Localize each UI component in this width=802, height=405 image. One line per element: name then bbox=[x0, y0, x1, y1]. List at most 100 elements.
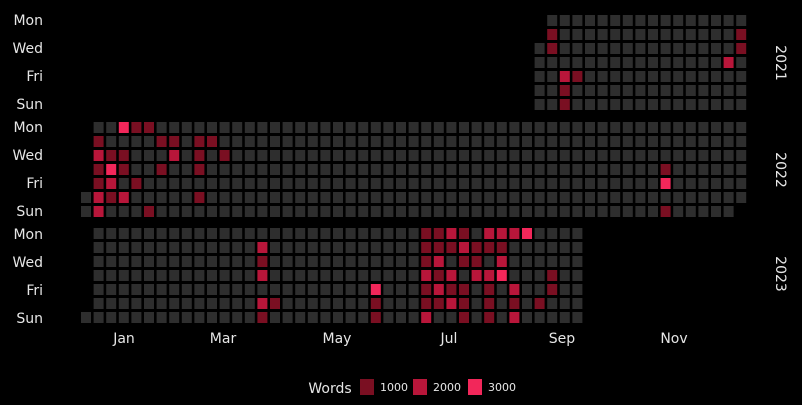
heatmap-cell bbox=[169, 270, 179, 281]
heatmap-cell bbox=[94, 206, 104, 217]
day-label-fri: Fri bbox=[26, 283, 43, 299]
heatmap-cell bbox=[182, 206, 192, 217]
heatmap-cell bbox=[169, 256, 179, 267]
heatmap-cell bbox=[736, 122, 746, 133]
heatmap-cell bbox=[207, 206, 217, 217]
heatmap-cell bbox=[598, 136, 608, 147]
heatmap-cell bbox=[434, 312, 444, 323]
heatmap-cell bbox=[547, 15, 557, 26]
heatmap-cell bbox=[535, 192, 545, 203]
heatmap-cell bbox=[635, 178, 645, 189]
heatmap-cell bbox=[383, 206, 393, 217]
heatmap-cell bbox=[371, 284, 381, 295]
heatmap-cell bbox=[283, 164, 293, 175]
heatmap-cell bbox=[585, 122, 595, 133]
heatmap-cell bbox=[157, 256, 167, 267]
heatmap-cell bbox=[446, 270, 456, 281]
heatmap-cell bbox=[535, 270, 545, 281]
year-label-2022: 2022 bbox=[772, 152, 788, 188]
heatmap-cell bbox=[157, 164, 167, 175]
heatmap-cell bbox=[585, 57, 595, 68]
heatmap-cell bbox=[333, 122, 343, 133]
heatmap-cell bbox=[648, 136, 658, 147]
day-label-sun: Sun bbox=[16, 97, 43, 113]
heatmap-cell bbox=[283, 192, 293, 203]
heatmap-panel-2023 bbox=[81, 228, 582, 323]
heatmap-cell bbox=[421, 312, 431, 323]
heatmap-cell bbox=[661, 85, 671, 96]
heatmap-cell bbox=[421, 270, 431, 281]
heatmap-cell bbox=[434, 270, 444, 281]
heatmap-cell bbox=[283, 150, 293, 161]
heatmap-cell bbox=[472, 150, 482, 161]
heatmap-cell bbox=[635, 85, 645, 96]
heatmap-cell bbox=[144, 312, 154, 323]
heatmap-cell bbox=[560, 206, 570, 217]
heatmap-cell bbox=[522, 284, 532, 295]
heatmap-cell bbox=[308, 242, 318, 253]
heatmap-cell bbox=[724, 99, 734, 110]
heatmap-cell bbox=[572, 85, 582, 96]
heatmap-cell bbox=[232, 178, 242, 189]
heatmap-cell bbox=[169, 164, 179, 175]
heatmap-cell bbox=[346, 298, 356, 309]
heatmap-cell bbox=[446, 228, 456, 239]
heatmap-cell bbox=[396, 122, 406, 133]
heatmap-cell bbox=[358, 178, 368, 189]
heatmap-cell bbox=[333, 228, 343, 239]
heatmap-cell bbox=[119, 312, 129, 323]
heatmap-cell bbox=[308, 192, 318, 203]
heatmap-cell bbox=[308, 298, 318, 309]
heatmap-cell bbox=[157, 206, 167, 217]
heatmap-cell bbox=[535, 206, 545, 217]
heatmap-cell bbox=[522, 242, 532, 253]
heatmap-cell bbox=[686, 192, 696, 203]
heatmap-cell bbox=[509, 312, 519, 323]
heatmap-cell bbox=[459, 270, 469, 281]
heatmap-cell bbox=[648, 122, 658, 133]
heatmap-cell bbox=[358, 256, 368, 267]
heatmap-cell bbox=[635, 71, 645, 82]
heatmap-cell bbox=[257, 192, 267, 203]
heatmap-cell bbox=[598, 192, 608, 203]
heatmap-cell bbox=[320, 284, 330, 295]
heatmap-cell bbox=[144, 122, 154, 133]
heatmap-cell bbox=[421, 242, 431, 253]
heatmap-cell bbox=[194, 178, 204, 189]
heatmap-cell bbox=[270, 164, 280, 175]
heatmap-cell bbox=[94, 256, 104, 267]
heatmap-cell bbox=[484, 178, 494, 189]
heatmap-cell bbox=[598, 57, 608, 68]
day-label-wed: Wed bbox=[12, 255, 43, 271]
heatmap-cell bbox=[421, 136, 431, 147]
heatmap-cell bbox=[686, 164, 696, 175]
heatmap-cell bbox=[547, 242, 557, 253]
heatmap-cell bbox=[295, 122, 305, 133]
heatmap-cell bbox=[560, 312, 570, 323]
heatmap-cell bbox=[547, 150, 557, 161]
heatmap-cell bbox=[119, 192, 129, 203]
heatmap-cell bbox=[396, 150, 406, 161]
heatmap-cell bbox=[232, 284, 242, 295]
heatmap-cell bbox=[207, 122, 217, 133]
heatmap-cell bbox=[560, 256, 570, 267]
heatmap-cell bbox=[686, 43, 696, 54]
heatmap-cell bbox=[585, 85, 595, 96]
heatmap-cell bbox=[396, 136, 406, 147]
heatmap-cell bbox=[283, 136, 293, 147]
heatmap-cell bbox=[434, 256, 444, 267]
heatmap-cell bbox=[585, 43, 595, 54]
heatmap-cell bbox=[610, 178, 620, 189]
heatmap-cell bbox=[157, 136, 167, 147]
heatmap-cell bbox=[371, 206, 381, 217]
heatmap-cell bbox=[169, 206, 179, 217]
heatmap-cell bbox=[94, 298, 104, 309]
heatmap-cell bbox=[106, 150, 116, 161]
heatmap-cell bbox=[598, 29, 608, 40]
heatmap-cell bbox=[673, 192, 683, 203]
heatmap-cell bbox=[131, 178, 141, 189]
heatmap-cell bbox=[698, 206, 708, 217]
heatmap-cell bbox=[371, 178, 381, 189]
heatmap-cell bbox=[572, 71, 582, 82]
heatmap-cell bbox=[648, 15, 658, 26]
